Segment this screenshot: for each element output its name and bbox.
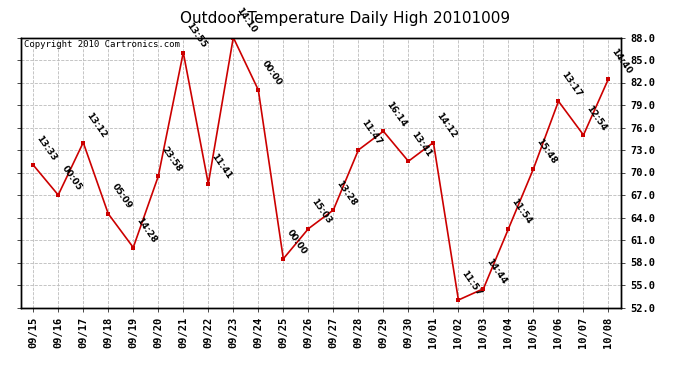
Text: 11:47: 11:47 [359,118,384,147]
Text: 00:00: 00:00 [259,59,283,87]
Text: 11:54: 11:54 [510,197,533,226]
Text: 13:41: 13:41 [410,130,433,159]
Text: Copyright 2010 Cartronics.com: Copyright 2010 Cartronics.com [23,40,179,49]
Text: 13:55: 13:55 [185,21,208,50]
Text: 14:44: 14:44 [485,257,509,286]
Text: Outdoor Temperature Daily High 20101009: Outdoor Temperature Daily High 20101009 [180,11,510,26]
Text: 13:33: 13:33 [34,134,59,162]
Text: 14:28: 14:28 [135,216,159,245]
Text: 13:17: 13:17 [560,70,584,99]
Text: 00:00: 00:00 [285,228,308,256]
Text: 11:41: 11:41 [210,152,233,181]
Text: 14:12: 14:12 [435,111,459,140]
Text: 14:40: 14:40 [610,47,633,76]
Text: 13:12: 13:12 [85,111,108,140]
Text: 15:03: 15:03 [310,198,333,226]
Text: 00:05: 00:05 [59,164,83,192]
Text: 11:57: 11:57 [460,268,484,297]
Text: 05:09: 05:09 [110,183,133,211]
Text: 16:14: 16:14 [385,100,408,129]
Text: 13:28: 13:28 [335,178,359,207]
Text: 23:58: 23:58 [159,145,184,174]
Text: 14:10: 14:10 [235,6,259,35]
Text: 12:54: 12:54 [585,104,609,132]
Text: 15:48: 15:48 [535,137,559,166]
